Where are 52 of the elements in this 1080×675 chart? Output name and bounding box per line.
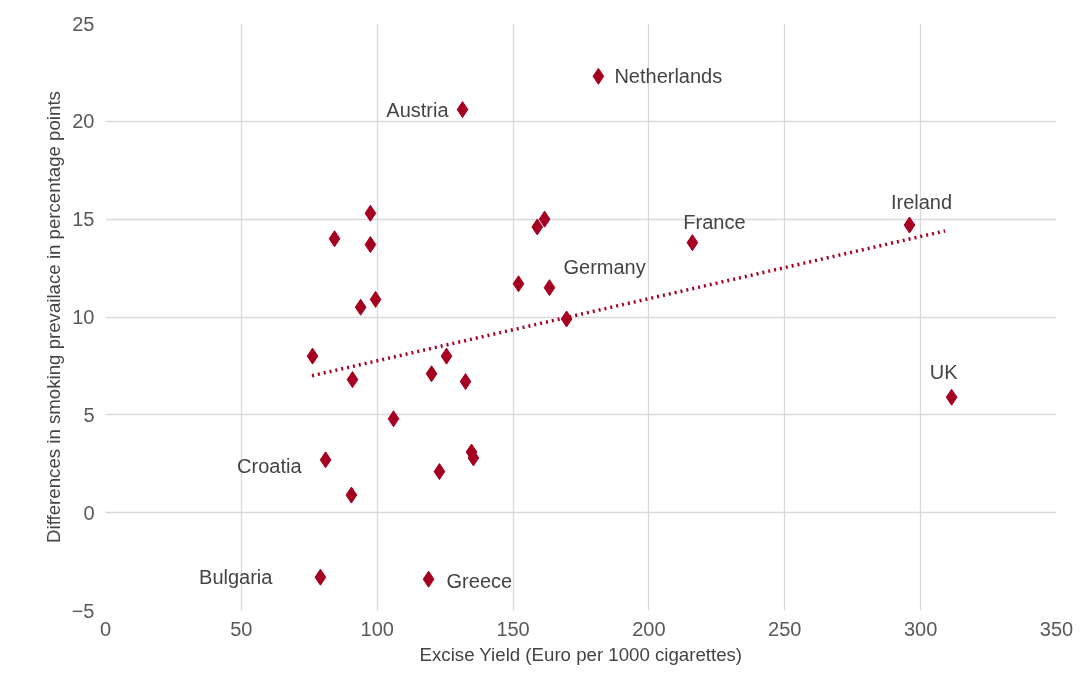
point	[345, 486, 358, 504]
point	[306, 347, 319, 365]
point	[686, 234, 699, 252]
point	[364, 236, 377, 254]
point	[433, 463, 446, 481]
point	[354, 298, 367, 316]
annotation: Austria	[386, 98, 450, 121]
point	[592, 67, 605, 85]
point	[364, 204, 377, 222]
annotation: Croatia	[237, 454, 303, 477]
x-tick-label: 100	[360, 617, 394, 640]
annotation: Germany	[563, 255, 646, 278]
point	[346, 371, 359, 389]
x-tick-label: 250	[768, 617, 802, 640]
x-tick-label: 50	[230, 617, 253, 640]
y-tick-label: 20	[72, 110, 95, 133]
y-tick-label: 25	[72, 12, 95, 35]
annotation: Greece	[446, 570, 513, 593]
y-tick-label: −5	[71, 599, 95, 622]
y-axis-title: Differences in smoking prevailace in percentage points	[42, 91, 64, 543]
annotation: Ireland	[890, 191, 953, 214]
annotation: Bulgaria	[199, 566, 274, 589]
point	[387, 410, 400, 428]
y-tick-label: 15	[72, 208, 95, 231]
point	[456, 101, 469, 119]
x-tick-label: 0	[99, 617, 112, 640]
point	[531, 218, 544, 236]
y-tick-label: 5	[83, 403, 95, 426]
point	[459, 373, 472, 391]
x-axis-title: Excise Yield (Euro per 1000 cigarettes)	[419, 643, 743, 665]
point	[314, 568, 327, 586]
point	[319, 451, 332, 469]
point	[945, 388, 958, 406]
point	[422, 570, 435, 588]
x-tick-label: 200	[632, 617, 666, 640]
point	[440, 347, 453, 365]
point	[512, 275, 525, 293]
y-tick-label: 10	[72, 306, 95, 328]
point	[903, 216, 916, 234]
y-tick-label: 0	[83, 501, 95, 524]
point	[369, 290, 382, 308]
point	[328, 230, 341, 248]
point	[543, 279, 556, 297]
point	[560, 310, 573, 328]
annotation: UK	[929, 361, 959, 384]
point	[425, 365, 438, 383]
annotation: France	[683, 210, 746, 233]
annotation: Netherlands	[614, 65, 723, 88]
x-tick-label: 350	[1039, 617, 1074, 640]
x-tick-label: 150	[496, 617, 530, 640]
point	[538, 210, 551, 228]
x-tick-label: 300	[903, 617, 938, 640]
